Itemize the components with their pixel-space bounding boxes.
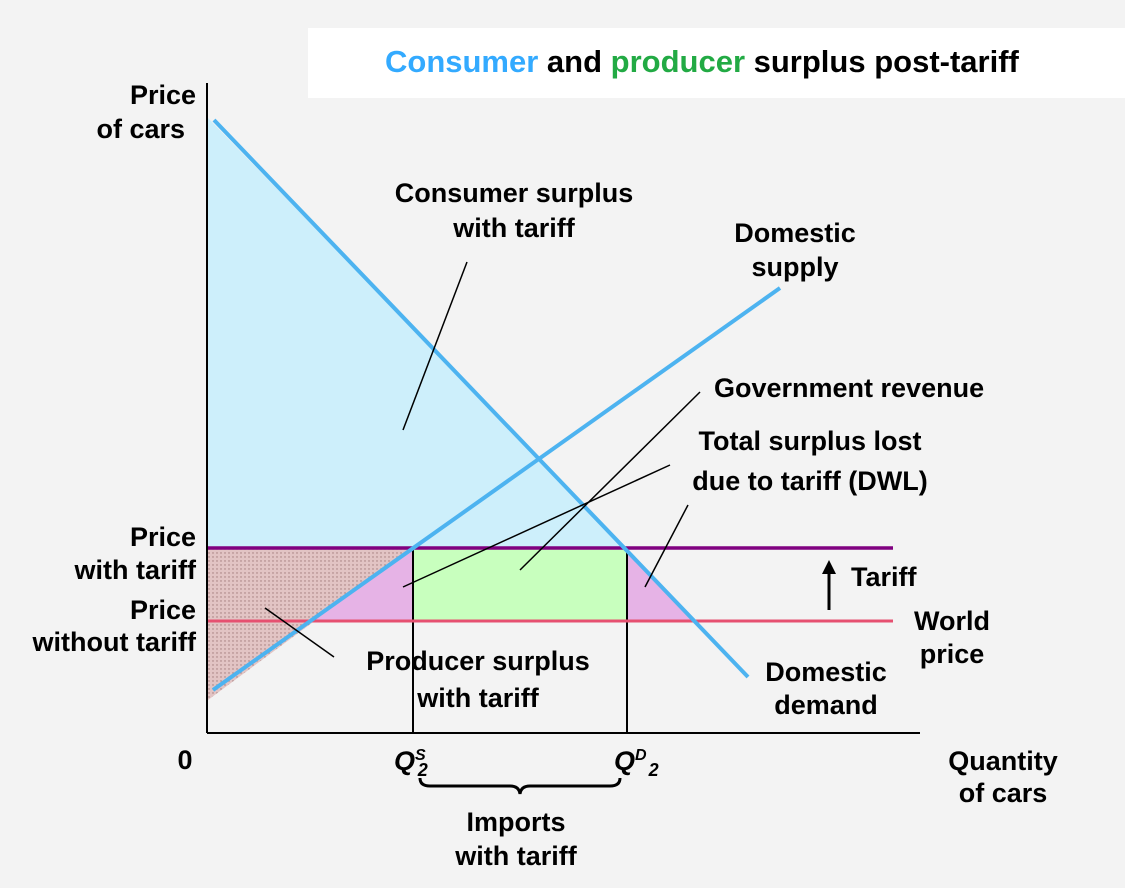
y-axis-label-line2: of cars [96, 114, 185, 144]
qs-base: Q [394, 746, 415, 776]
qs-sub: 2 [417, 760, 428, 780]
government-revenue-label: Government revenue [714, 373, 984, 403]
x-axis-label-line2: of cars [959, 778, 1048, 808]
consumer-surplus-label-line2: with tariff [452, 213, 575, 243]
qd-sub: 2 [648, 760, 659, 780]
tariff-arrow-icon [822, 560, 836, 574]
world-price-label-line2: price [920, 639, 985, 669]
x-axis-label-line1: Quantity [948, 746, 1058, 776]
imports-brace [418, 777, 622, 795]
dwl-label-line1: Total surplus lost [698, 426, 921, 456]
qd-base: Q [614, 746, 635, 776]
title-producer: producer [611, 44, 745, 79]
dwl-supply-pointer [402, 464, 671, 588]
supply-curve [211, 286, 782, 692]
demand-label-line2: demand [774, 690, 878, 720]
origin-label: 0 [177, 745, 192, 775]
qd-label: QD2 [614, 746, 659, 780]
qs-label: QS 2 [394, 746, 428, 780]
chart-title: Consumer and producer surplus post-tarif… [385, 44, 1020, 79]
tariff-label: Tariff [851, 562, 918, 592]
imports-label-line2: with tariff [454, 841, 577, 871]
dwl-label-line2: due to tariff (DWL) [692, 466, 927, 496]
dwl-demand-pointer [644, 504, 689, 588]
price-with-tariff-label-line1: Price [130, 522, 196, 552]
producer-surplus-label-line1: Producer surplus [366, 646, 590, 676]
price-without-tariff-label-line2: without tariff [32, 627, 197, 657]
qs-sup: S [415, 747, 426, 764]
imports-label-line1: Imports [466, 807, 565, 837]
qd-sup: D [635, 747, 647, 764]
world-price-label-line1: World [914, 606, 990, 636]
title-consumer: Consumer [385, 44, 538, 79]
title-and: and [538, 44, 610, 79]
consumer-surplus-label-line1: Consumer surplus [395, 178, 634, 208]
consumer-pointer [402, 261, 468, 431]
government-pointer [519, 391, 701, 571]
demand-curve [212, 118, 750, 679]
y-axis-label-line1: Price [130, 80, 196, 110]
supply-label-line1: Domestic [734, 218, 856, 248]
supply-label-line2: supply [751, 252, 838, 282]
government-revenue-area [412, 547, 628, 622]
price-with-tariff-label-line2: with tariff [74, 555, 197, 585]
title-rest: surplus post-tariff [745, 44, 1020, 79]
demand-label-line1: Domestic [765, 657, 887, 687]
title-box [308, 28, 1125, 98]
producer-pointer [264, 607, 335, 658]
price-without-tariff-label-line1: Price [130, 595, 196, 625]
producer-surplus-label-line2: with tariff [416, 683, 539, 713]
